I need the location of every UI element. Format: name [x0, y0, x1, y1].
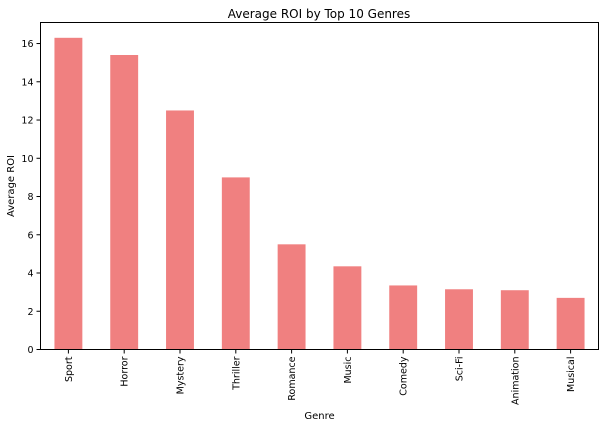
x-tick-label-romance: Romance: [287, 356, 298, 400]
x-tick-label-musical: Musical: [566, 357, 577, 393]
bar-romance: [277, 244, 306, 350]
y-tick-label-8: 8: [27, 192, 33, 203]
x-tick-label-animation: Animation: [510, 357, 521, 405]
x-tick-label-thriller: Thriller: [231, 356, 242, 390]
y-tick-label-4: 4: [27, 269, 33, 280]
x-tick-label-music: Music: [343, 357, 354, 384]
y-tick-label-14: 14: [21, 77, 33, 88]
y-tick-label-6: 6: [27, 230, 33, 241]
bar-mystery: [166, 110, 194, 350]
y-axis: 0 2 4 6 8 10 12 14 16: [21, 39, 41, 356]
x-axis: Sport Horror Mystery Thriller Romance Music Co…: [64, 349, 577, 405]
plot-frame: [40, 22, 599, 350]
x-axis-label: Genre: [304, 411, 334, 422]
bars: [54, 37, 585, 350]
y-tick-label-2: 2: [27, 307, 33, 318]
x-tick-label-mystery: Mystery: [176, 356, 187, 394]
bar-sci-fi: [445, 289, 473, 350]
y-tick-label-0: 0: [27, 345, 33, 356]
x-tick-label-sport: Sport: [64, 356, 75, 382]
bar-thriller: [221, 177, 250, 350]
chart-title: Average ROI by Top 10 Genres: [228, 7, 411, 21]
y-tick-label-12: 12: [21, 116, 33, 127]
y-axis-label: Average ROI: [6, 155, 17, 217]
bar-comedy: [389, 285, 418, 350]
bar-musical: [556, 297, 585, 350]
x-tick-label-horror: Horror: [120, 356, 131, 386]
y-tick-label-16: 16: [21, 39, 33, 50]
bar-animation: [500, 290, 529, 350]
bar-music: [333, 266, 362, 350]
bar-horror: [110, 55, 139, 350]
y-tick-label-10: 10: [21, 154, 33, 165]
x-tick-label-sci-fi: Sci-Fi: [455, 357, 466, 382]
bar-sport: [54, 37, 83, 350]
x-tick-label-comedy: Comedy: [399, 356, 410, 396]
